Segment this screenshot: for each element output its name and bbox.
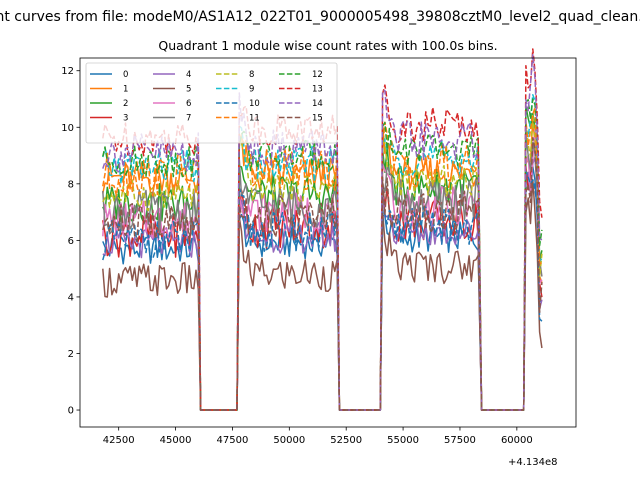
series-layer (102, 48, 543, 411)
x-tick-label: 55000 (387, 435, 419, 446)
legend-label: 1 (123, 85, 128, 95)
x-axis: 42500 45000 47500 50000 52500 55000 57500 60000 (103, 427, 533, 446)
series-line-5 (102, 178, 543, 411)
legend-label: 3 (123, 114, 128, 124)
series-line-12 (102, 98, 543, 411)
x-tick-label: 42500 (103, 435, 135, 446)
legend-label: 11 (249, 114, 260, 124)
legend-label: 7 (186, 114, 191, 124)
x-tick-label: 57500 (444, 435, 476, 446)
y-axis: 0 2 4 6 8 10 12 (61, 66, 80, 417)
series-line-15 (102, 137, 543, 411)
y-tick-label: 10 (61, 123, 74, 134)
y-tick-label: 2 (68, 349, 74, 360)
chart-title: Quadrant 1 module wise count rates with … (158, 38, 497, 53)
series-line-0 (102, 166, 543, 411)
legend-label: 15 (312, 114, 323, 124)
legend-label: 10 (249, 99, 260, 109)
x-tick-label: 52500 (330, 435, 362, 446)
x-tick-label: 45000 (160, 435, 192, 446)
y-tick-label: 12 (61, 66, 74, 77)
y-tick-label: 0 (68, 406, 74, 417)
series-line-11 (102, 106, 543, 411)
legend-label: 12 (312, 70, 323, 80)
x-tick-label: 47500 (217, 435, 249, 446)
x-tick-label: 50000 (273, 435, 305, 446)
chart-suptitle: Light curves from file: modeM0/AS1A12_02… (0, 9, 640, 25)
legend-label: 2 (123, 99, 128, 109)
series-line-10 (102, 170, 543, 411)
legend-box (85, 62, 338, 144)
legend-label: 14 (312, 99, 323, 109)
legend-label: 0 (123, 70, 128, 80)
legend-label: 5 (186, 85, 191, 95)
y-tick-label: 6 (68, 236, 74, 247)
axes-frame (79, 57, 577, 428)
legend-label: 4 (186, 70, 191, 80)
x-tick-label: 60000 (501, 435, 533, 446)
legend-label: 9 (249, 85, 254, 95)
legend-label: 6 (186, 99, 191, 109)
series-line-7 (102, 134, 543, 411)
y-tick-label: 4 (68, 292, 74, 303)
y-tick-label: 8 (68, 179, 74, 190)
legend-label: 13 (312, 85, 323, 95)
x-offset-label: +4.134e8 (508, 457, 558, 468)
legend-label: 8 (249, 70, 254, 80)
